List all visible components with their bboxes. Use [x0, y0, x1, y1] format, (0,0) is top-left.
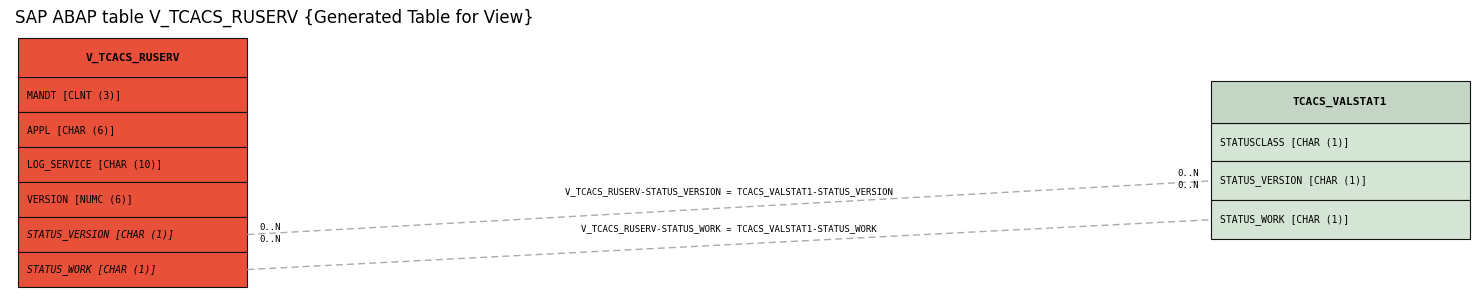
Text: V_TCACS_RUSERV-STATUS_WORK = TCACS_VALSTAT1-STATUS_WORK: V_TCACS_RUSERV-STATUS_WORK = TCACS_VALST…	[582, 224, 876, 233]
Text: VERSION [NUMC (6)]: VERSION [NUMC (6)]	[27, 195, 132, 205]
FancyBboxPatch shape	[18, 147, 247, 182]
Text: MANDT [CLNT (3)]: MANDT [CLNT (3)]	[27, 90, 121, 100]
FancyBboxPatch shape	[18, 252, 247, 287]
Text: APPL [CHAR (6)]: APPL [CHAR (6)]	[27, 125, 115, 135]
FancyBboxPatch shape	[18, 38, 247, 77]
FancyBboxPatch shape	[18, 77, 247, 112]
FancyBboxPatch shape	[1211, 200, 1470, 239]
Text: V_TCACS_RUSERV-STATUS_VERSION = TCACS_VALSTAT1-STATUS_VERSION: V_TCACS_RUSERV-STATUS_VERSION = TCACS_VA…	[565, 187, 892, 196]
Text: 0..N: 0..N	[259, 222, 281, 232]
Text: STATUS_VERSION [CHAR (1)]: STATUS_VERSION [CHAR (1)]	[1220, 176, 1366, 186]
Text: TCACS_VALSTAT1: TCACS_VALSTAT1	[1294, 97, 1387, 107]
FancyBboxPatch shape	[1211, 123, 1470, 161]
Text: V_TCACS_RUSERV: V_TCACS_RUSERV	[86, 53, 179, 63]
Text: 0..N: 0..N	[1177, 181, 1199, 190]
FancyBboxPatch shape	[1211, 81, 1470, 123]
Text: STATUS_VERSION [CHAR (1)]: STATUS_VERSION [CHAR (1)]	[27, 229, 173, 240]
Text: 0..N: 0..N	[259, 234, 281, 244]
FancyBboxPatch shape	[1211, 161, 1470, 200]
Text: STATUS_WORK [CHAR (1)]: STATUS_WORK [CHAR (1)]	[27, 264, 155, 275]
Text: SAP ABAP table V_TCACS_RUSERV {Generated Table for View}: SAP ABAP table V_TCACS_RUSERV {Generated…	[15, 9, 534, 27]
Text: LOG_SERVICE [CHAR (10)]: LOG_SERVICE [CHAR (10)]	[27, 159, 161, 170]
Text: STATUS_WORK [CHAR (1)]: STATUS_WORK [CHAR (1)]	[1220, 214, 1348, 225]
FancyBboxPatch shape	[18, 217, 247, 252]
Text: 0..N: 0..N	[1177, 169, 1199, 178]
Text: STATUSCLASS [CHAR (1)]: STATUSCLASS [CHAR (1)]	[1220, 137, 1348, 147]
FancyBboxPatch shape	[18, 112, 247, 147]
FancyBboxPatch shape	[18, 182, 247, 217]
